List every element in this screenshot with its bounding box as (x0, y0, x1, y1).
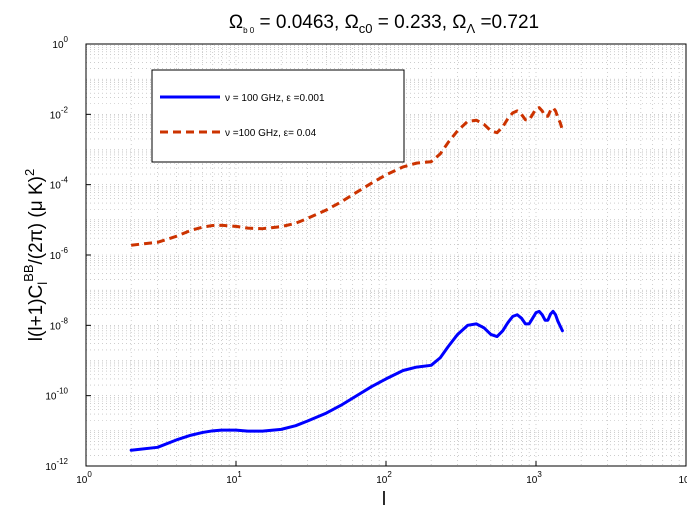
ylabel-mid: /(2π) (μ K) (26, 176, 47, 264)
ylabel-sup2: 2 (22, 169, 37, 176)
series-line-red (130, 106, 564, 247)
chart-title: Ωb 0 = 0.0463, Ωc0 = 0.233, ΩΛ =0.721 (229, 12, 539, 36)
x-axis-label: l (382, 489, 386, 510)
series-layer (129, 106, 564, 452)
x-tick-label: 101 (226, 470, 242, 486)
title-sub-c: c0 (359, 21, 373, 36)
title-c-value: = 0.233, (373, 12, 453, 33)
y-tick-label: 10-6 (50, 246, 69, 262)
legend-label-blue: ν = 100 GHz, ε =0.001 (225, 93, 325, 104)
y-tick-label: 10-8 (50, 316, 69, 332)
legend-label-red: ν =100 GHz, ε= 0.04 (225, 128, 317, 139)
ylabel-sub: l (35, 282, 50, 285)
x-tick-label: 103 (526, 470, 542, 486)
title-omega-c: Ω (345, 12, 359, 33)
ylabel-sup: BB (21, 264, 36, 281)
x-tick-label: 100 (76, 470, 92, 486)
title-omega-b: Ω (229, 12, 243, 33)
title-omega-lambda: Ω (452, 12, 466, 33)
legend-box (151, 69, 405, 163)
title-b-value: = 0.0463, (254, 12, 344, 33)
y-axis-label: l(l+1)ClBB/(2π) (μ K)2 (21, 169, 50, 341)
title-sub-lambda: Λ (467, 21, 476, 36)
ylabel-prefix: l(l+1)C (26, 285, 47, 341)
y-tick-label: 10-2 (50, 105, 69, 121)
title-lambda-value: =0.721 (475, 12, 539, 33)
x-tick-label: 10 (678, 475, 687, 486)
title-sub-b: b 0 (243, 26, 255, 35)
y-tick-label: 10-10 (45, 387, 68, 403)
y-tick-label: 10-4 (50, 176, 69, 192)
series-line-blue (129, 309, 564, 452)
legend: ν = 100 GHz, ε =0.001 ν =100 GHz, ε= 0.0… (151, 69, 405, 163)
x-tick-label: 102 (376, 470, 392, 486)
y-tick-label: 10-12 (45, 457, 68, 473)
axis-ticks: 100 101 102 103 10 10-12 10-10 10-8 10-6 10-4 10-2… (45, 35, 687, 486)
y-tick-label: 100 (52, 35, 68, 51)
